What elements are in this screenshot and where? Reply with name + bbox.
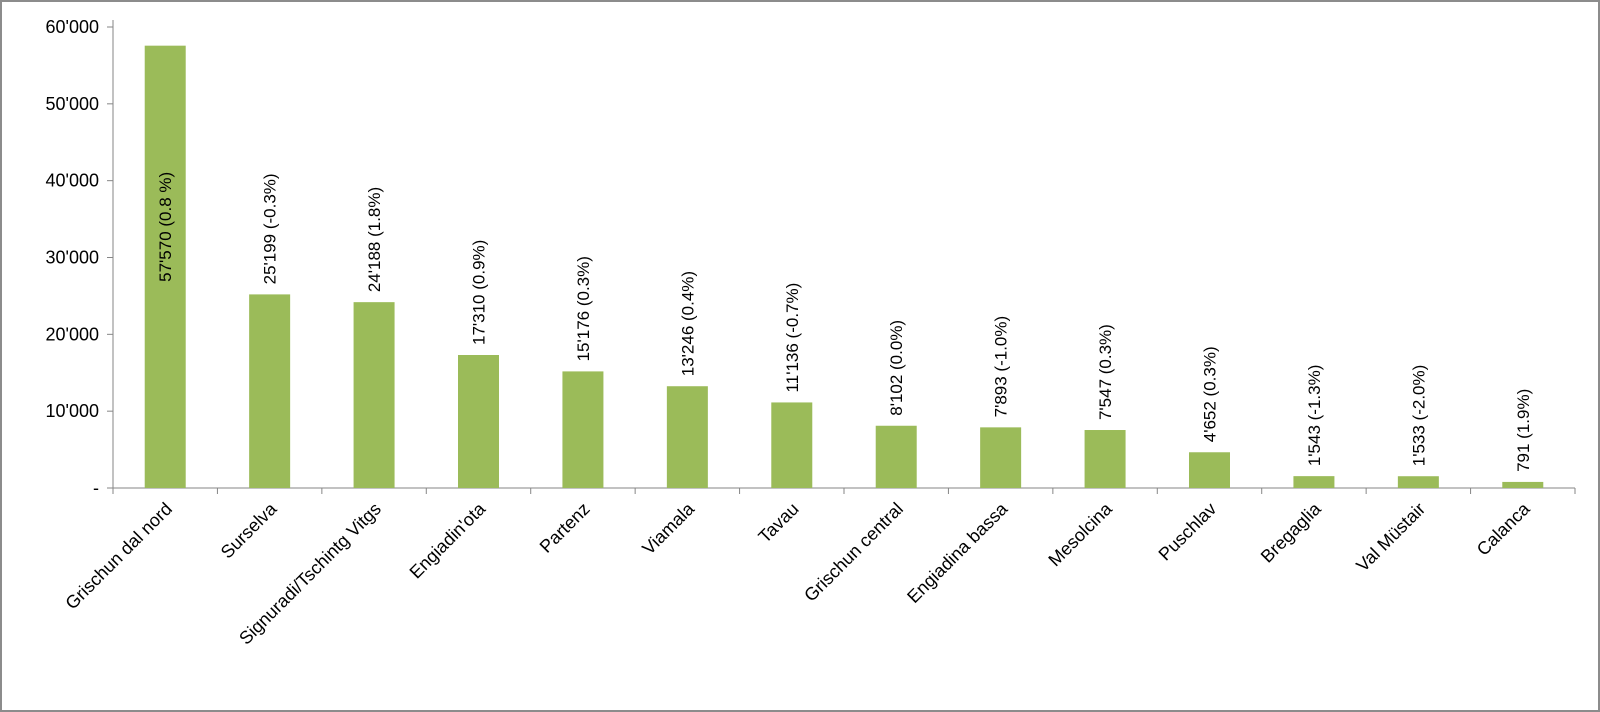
- x-tick-label: Tavau: [754, 499, 802, 547]
- data-label: 791 (1.9%): [1514, 389, 1533, 472]
- bar: [562, 371, 604, 488]
- data-label: 7'893 (-1.0%): [992, 316, 1011, 418]
- bar: [249, 294, 291, 488]
- x-tick-label: Engiadin'ota: [406, 498, 491, 583]
- x-tick-label: Grischun dal nord: [61, 499, 176, 614]
- x-tick-label: Bregaglia: [1257, 498, 1326, 567]
- bar: [1397, 476, 1439, 488]
- bar: [771, 402, 813, 488]
- data-label: 7'547 (0.3%): [1096, 324, 1115, 420]
- bar: [1502, 481, 1544, 488]
- x-tick-label: Puschlav: [1155, 499, 1221, 565]
- x-tick-label: Val Müstair: [1352, 499, 1429, 576]
- x-tick-label: Calanca: [1473, 498, 1535, 560]
- bar: [875, 425, 917, 488]
- y-tick-label: 30'000: [46, 248, 100, 268]
- data-label: 17'310 (0.9%): [470, 240, 489, 345]
- data-label: 13'246 (0.4%): [678, 271, 697, 376]
- data-label: 11'136 (-0.7%): [783, 283, 802, 393]
- data-label: 8'102 (0.0%): [887, 320, 906, 416]
- data-label: 4'652 (0.3%): [1201, 346, 1220, 442]
- x-tick-label: Engiadina bassa: [903, 498, 1012, 607]
- data-label: 25'199 (-0.3%): [261, 173, 280, 284]
- bar: [144, 45, 186, 488]
- x-tick-label: Partenz: [536, 499, 594, 557]
- y-tick-label: 50'000: [46, 94, 100, 114]
- data-label: 1'543 (-1.3%): [1305, 365, 1324, 467]
- x-tick-label: Mesolcina: [1044, 498, 1116, 570]
- y-tick-label: 20'000: [46, 324, 100, 344]
- x-tick-label: Viamala: [638, 498, 699, 559]
- y-tick-label: 10'000: [46, 401, 100, 421]
- y-tick-label: 60'000: [46, 17, 100, 37]
- bar: [666, 386, 708, 488]
- x-tick-label: Grischun central: [800, 499, 907, 606]
- x-tick-label: Surselva: [217, 498, 281, 562]
- y-tick-label: -: [93, 478, 99, 498]
- data-label: 1'533 (-2.0%): [1409, 365, 1428, 467]
- bar: [1189, 452, 1230, 488]
- data-label: 15'176 (0.3%): [574, 256, 593, 361]
- bar: [980, 427, 1022, 488]
- bar: [353, 302, 395, 488]
- data-label: 57'570 (0.8 %): [156, 172, 175, 282]
- data-label: 24'188 (1.8%): [365, 187, 384, 292]
- bar: [1293, 476, 1335, 488]
- y-tick-label: 40'000: [46, 171, 100, 191]
- bar: [1084, 430, 1126, 488]
- bar: [458, 355, 499, 488]
